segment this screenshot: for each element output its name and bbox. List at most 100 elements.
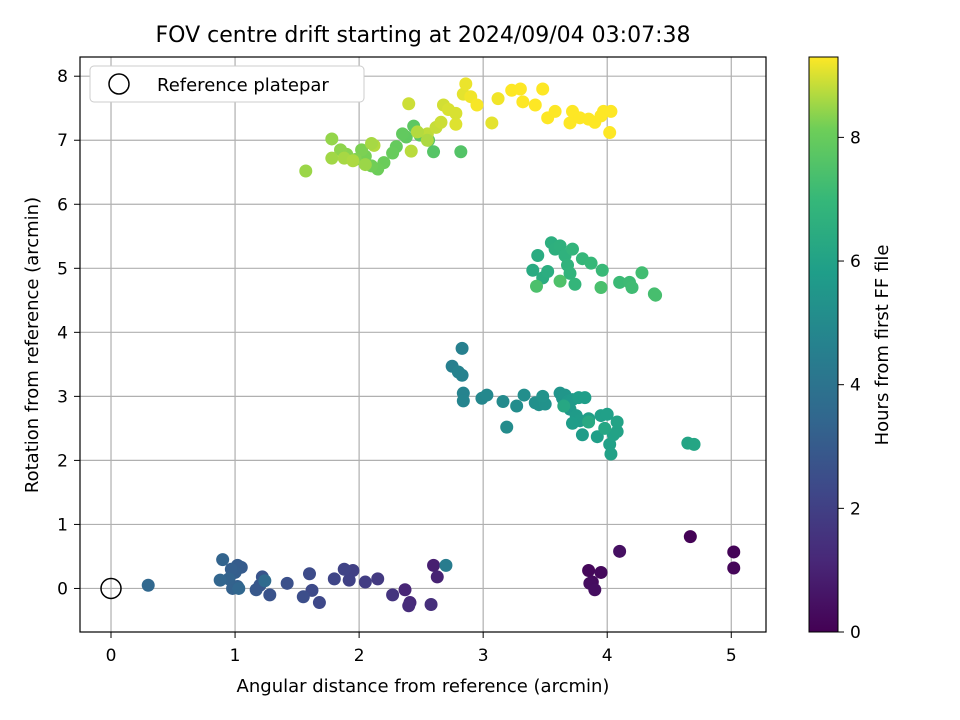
data-point xyxy=(510,399,524,413)
data-point xyxy=(434,115,448,129)
data-point xyxy=(553,274,567,288)
data-point xyxy=(402,599,416,613)
y-tick-label: 0 xyxy=(57,579,68,599)
data-point xyxy=(402,97,416,111)
data-point xyxy=(531,248,545,262)
data-point xyxy=(563,266,577,280)
data-point xyxy=(635,266,649,280)
legend-marker-icon xyxy=(108,73,130,95)
data-point xyxy=(355,143,369,157)
data-point xyxy=(249,583,263,597)
data-point xyxy=(459,77,473,91)
x-tick-label: 0 xyxy=(106,646,117,666)
data-point xyxy=(683,530,697,544)
data-point xyxy=(568,277,582,291)
data-point xyxy=(325,151,339,165)
data-point xyxy=(365,136,379,150)
data-point xyxy=(325,132,339,146)
data-point xyxy=(216,553,230,567)
data-point xyxy=(687,437,701,451)
data-point xyxy=(565,416,579,430)
data-point xyxy=(610,425,624,439)
data-point xyxy=(263,588,277,602)
data-point xyxy=(536,82,550,96)
data-point xyxy=(578,391,592,405)
data-point xyxy=(485,116,499,130)
x-tick-label: 1 xyxy=(230,646,241,666)
data-point xyxy=(590,430,604,444)
data-point xyxy=(595,263,609,277)
data-point xyxy=(530,279,544,293)
data-point xyxy=(625,281,639,295)
data-point xyxy=(358,575,372,589)
data-point xyxy=(598,421,612,435)
data-point xyxy=(548,104,562,118)
data-point xyxy=(424,597,438,611)
colorbar-ticks: 0 2 4 6 8 xyxy=(838,128,861,643)
data-point xyxy=(337,562,351,576)
data-point xyxy=(536,389,550,403)
data-point xyxy=(404,144,418,158)
data-point xyxy=(588,583,602,597)
data-point xyxy=(396,127,410,141)
data-point xyxy=(439,558,453,572)
data-point xyxy=(470,98,484,112)
data-point xyxy=(420,133,434,147)
colorbar-tick-label: 6 xyxy=(850,252,861,272)
data-point xyxy=(575,428,589,442)
data-point xyxy=(258,574,272,588)
data-point xyxy=(513,82,527,96)
data-point xyxy=(346,154,360,168)
data-point xyxy=(582,564,596,578)
data-point xyxy=(516,95,530,109)
data-point xyxy=(553,239,567,253)
data-point xyxy=(430,570,444,584)
data-point xyxy=(526,263,540,277)
y-tick-label: 1 xyxy=(57,515,68,535)
x-tick-label: 5 xyxy=(726,646,737,666)
colorbar-tick-label: 8 xyxy=(850,128,861,148)
data-point xyxy=(449,117,463,131)
data-point xyxy=(449,106,463,120)
data-point xyxy=(296,590,310,604)
data-point xyxy=(541,265,555,279)
data-point xyxy=(371,572,385,586)
data-point xyxy=(302,567,316,581)
data-point xyxy=(727,561,741,575)
data-point xyxy=(496,394,510,408)
data-point xyxy=(610,415,624,429)
x-tick-label: 4 xyxy=(602,646,613,666)
colorbar-label: Hours from first FF file xyxy=(872,245,893,446)
y-tick-label: 5 xyxy=(57,259,68,279)
y-tick-label: 7 xyxy=(57,131,68,151)
x-tick-label: 3 xyxy=(478,646,489,666)
data-points xyxy=(141,77,741,613)
y-tick-label: 3 xyxy=(57,387,68,407)
data-point xyxy=(342,573,356,587)
data-point xyxy=(386,588,400,602)
plot-area-frame xyxy=(79,56,767,633)
legend-label: Reference platepar xyxy=(157,75,329,96)
data-point xyxy=(517,388,531,402)
x-tick-label: 2 xyxy=(354,646,365,666)
x-axis-label: Angular distance from reference (arcmin) xyxy=(237,676,610,697)
data-point xyxy=(603,126,617,140)
data-point xyxy=(386,146,400,160)
data-point xyxy=(480,388,494,402)
y-tick-label: 6 xyxy=(57,195,68,215)
data-point xyxy=(557,399,571,413)
data-point xyxy=(594,281,608,295)
data-point xyxy=(594,565,608,579)
data-point xyxy=(427,145,441,159)
data-point xyxy=(280,576,294,590)
data-point xyxy=(456,394,470,408)
data-point xyxy=(604,447,618,461)
y-tick-label: 2 xyxy=(57,451,68,471)
legend: Reference platepar xyxy=(89,65,365,103)
reference-platepar-marker xyxy=(100,577,122,600)
data-point xyxy=(491,92,505,106)
data-point xyxy=(454,145,468,159)
data-point xyxy=(312,596,326,610)
data-point xyxy=(398,583,412,597)
